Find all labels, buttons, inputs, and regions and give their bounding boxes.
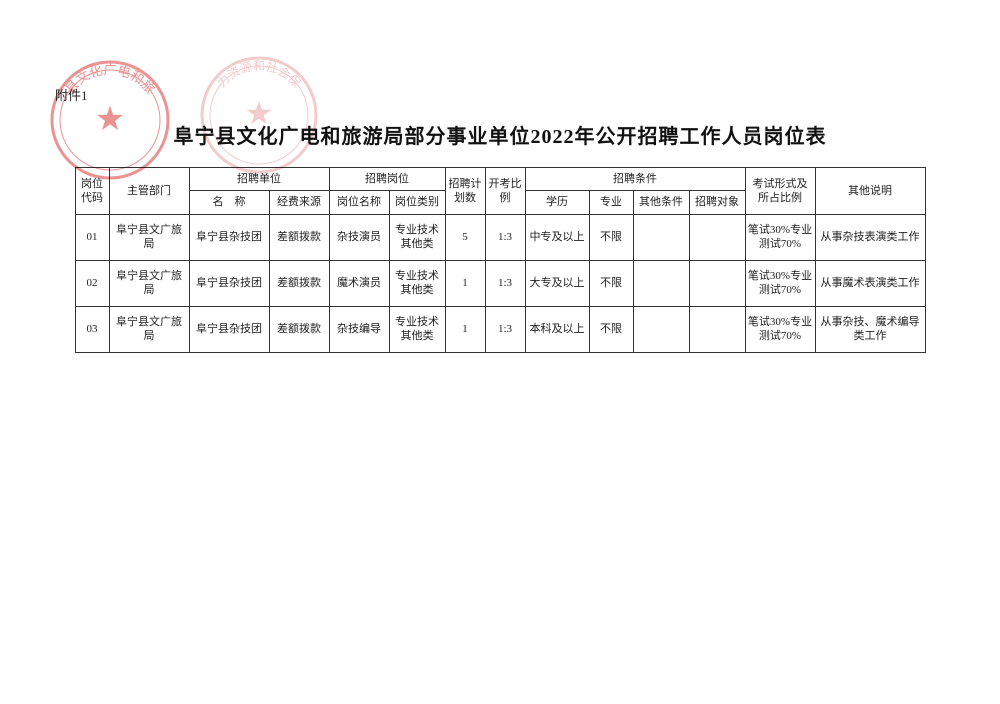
cell-post_name: 杂技编导 xyxy=(329,306,389,352)
cell-ratio: 1:3 xyxy=(485,214,525,260)
cell-dept: 阜宁县文广旅局 xyxy=(109,306,189,352)
cell-exam: 笔试30%专业测试70% xyxy=(745,214,815,260)
th-ratio: 开考比例 xyxy=(485,168,525,215)
cell-plan: 1 xyxy=(445,306,485,352)
th-exam: 考试形式及所占比例 xyxy=(745,168,815,215)
cell-remark: 从事魔术表演类工作 xyxy=(815,260,925,306)
th-unit-group: 招聘单位 xyxy=(189,168,329,191)
cell-code: 02 xyxy=(75,260,109,306)
cell-post_type: 专业技术其他类 xyxy=(389,260,445,306)
th-remark: 其他说明 xyxy=(815,168,925,215)
job-table: 岗位代码 主管部门 招聘单位 招聘岗位 招聘计划数 开考比例 招聘条件 考试形式… xyxy=(75,167,926,353)
official-seal-right: 力资源和社会保 ★ xyxy=(198,54,320,176)
attachment-label: 附件1 xyxy=(55,85,88,104)
table-row: 02阜宁县文广旅局阜宁县杂技团差额拨款魔术演员专业技术其他类11:3大专及以上不… xyxy=(75,260,925,306)
th-cond-other: 其他条件 xyxy=(633,191,689,214)
cell-code: 03 xyxy=(75,306,109,352)
cell-target xyxy=(689,306,745,352)
cell-unit_name: 阜宁县杂技团 xyxy=(189,260,269,306)
cell-other xyxy=(633,260,689,306)
cell-major: 不限 xyxy=(589,306,633,352)
table-row: 03阜宁县文广旅局阜宁县杂技团差额拨款杂技编导专业技术其他类11:3本科及以上不… xyxy=(75,306,925,352)
cell-unit_name: 阜宁县杂技团 xyxy=(189,306,269,352)
cell-plan: 1 xyxy=(445,260,485,306)
cell-major: 不限 xyxy=(589,214,633,260)
cell-target xyxy=(689,214,745,260)
cell-other xyxy=(633,306,689,352)
cell-post_name: 魔术演员 xyxy=(329,260,389,306)
cell-other xyxy=(633,214,689,260)
cell-edu: 大专及以上 xyxy=(525,260,589,306)
cell-unit_fund: 差额拨款 xyxy=(269,306,329,352)
svg-text:力资源和社会保: 力资源和社会保 xyxy=(215,58,304,90)
cell-exam: 笔试30%专业测试70% xyxy=(745,306,815,352)
cell-remark: 从事杂技、魔术编导类工作 xyxy=(815,306,925,352)
th-post-name: 岗位名称 xyxy=(329,191,389,214)
th-unit-fund: 经费来源 xyxy=(269,191,329,214)
th-code: 岗位代码 xyxy=(75,168,109,215)
page-title: 阜宁县文化广电和旅游局部分事业单位2022年公开招聘工作人员岗位表 xyxy=(0,120,1000,149)
cell-target xyxy=(689,260,745,306)
cell-unit_name: 阜宁县杂技团 xyxy=(189,214,269,260)
cell-ratio: 1:3 xyxy=(485,260,525,306)
cell-ratio: 1:3 xyxy=(485,306,525,352)
th-cond-major: 专业 xyxy=(589,191,633,214)
th-post-group: 招聘岗位 xyxy=(329,168,445,191)
th-dept: 主管部门 xyxy=(109,168,189,215)
cell-post_name: 杂技演员 xyxy=(329,214,389,260)
cell-post_type: 专业技术其他类 xyxy=(389,214,445,260)
cell-unit_fund: 差额拨款 xyxy=(269,214,329,260)
th-cond-target: 招聘对象 xyxy=(689,191,745,214)
cell-major: 不限 xyxy=(589,260,633,306)
page-root: 县文化广电和旅 ★ 力资源和社会保 ★ 附件1 阜宁县文化广电和旅游局部分事业单… xyxy=(0,0,1000,704)
th-post-type: 岗位类别 xyxy=(389,191,445,214)
table-row: 01阜宁县文广旅局阜宁县杂技团差额拨款杂技演员专业技术其他类51:3中专及以上不… xyxy=(75,214,925,260)
cell-edu: 本科及以上 xyxy=(525,306,589,352)
th-unit-name: 名 称 xyxy=(189,191,269,214)
cell-edu: 中专及以上 xyxy=(525,214,589,260)
seal-right-text: 力资源和社会保 xyxy=(215,58,304,90)
cell-code: 01 xyxy=(75,214,109,260)
cell-unit_fund: 差额拨款 xyxy=(269,260,329,306)
cell-plan: 5 xyxy=(445,214,485,260)
th-cond-group: 招聘条件 xyxy=(525,168,745,191)
cell-exam: 笔试30%专业测试70% xyxy=(745,260,815,306)
cell-dept: 阜宁县文广旅局 xyxy=(109,260,189,306)
cell-remark: 从事杂技表演类工作 xyxy=(815,214,925,260)
th-cond-edu: 学历 xyxy=(525,191,589,214)
cell-dept: 阜宁县文广旅局 xyxy=(109,214,189,260)
th-plan: 招聘计划数 xyxy=(445,168,485,215)
cell-post_type: 专业技术其他类 xyxy=(389,306,445,352)
